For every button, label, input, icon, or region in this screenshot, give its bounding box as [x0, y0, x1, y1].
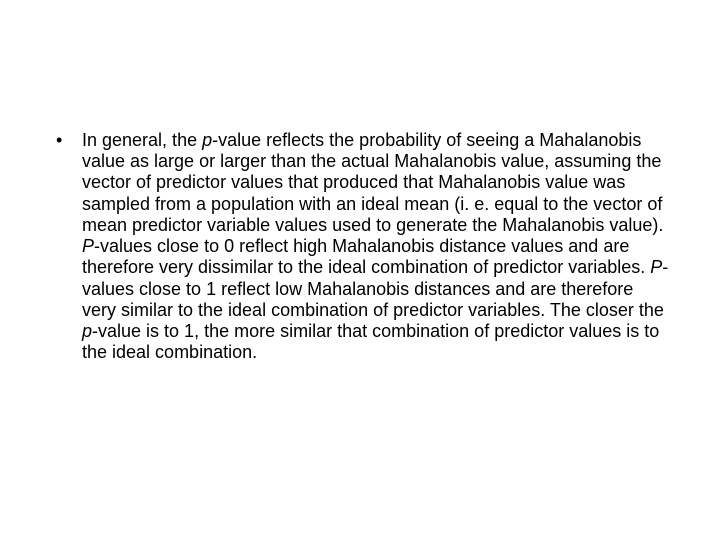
slide: In general, the p-value reflects the pro… [0, 0, 720, 540]
body-text: -value is to 1, the more similar that co… [82, 321, 659, 362]
bullet-list: In general, the p-value reflects the pro… [50, 130, 670, 364]
italic-p: p [82, 321, 92, 341]
body-text: In general, the [82, 130, 202, 150]
italic-p-cap: P [82, 236, 94, 256]
italic-p-cap: P [650, 257, 662, 277]
italic-p: p [202, 130, 212, 150]
bullet-item: In general, the p-value reflects the pro… [50, 130, 670, 364]
body-text: -values close to 0 reflect high Mahalano… [82, 236, 650, 277]
